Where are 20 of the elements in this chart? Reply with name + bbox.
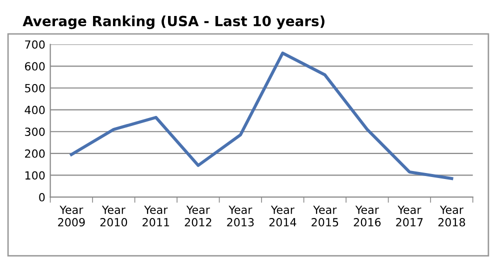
y-tick-label: 200 [25,149,45,158]
x-tick-label: Year 2017 [396,206,423,226]
x-tick-label: Year 2012 [184,206,212,226]
x-tick-label: Year 2018 [438,206,466,226]
y-tick-label: 100 [25,171,45,180]
y-tick-label: 600 [25,62,45,71]
x-tick-label: Year 2013 [227,206,254,226]
y-tick-label: 400 [24,106,45,114]
x-tick-label: Year 2015 [312,206,338,226]
y-tick-label: 300 [25,128,45,136]
chart-title: Average Ranking (USA - Last 10 years) [22,16,324,30]
line-series [70,52,454,180]
x-tick-label: Year 2011 [142,206,170,226]
y-tick-label: 700 [25,40,45,49]
x-tick-label: Year 2010 [100,206,128,226]
y-tick-label: 500 [25,84,45,92]
x-tick-label: Year 2016 [354,206,381,226]
x-tick-label: Year 2009 [58,206,85,226]
y-tick-label: 0 [39,193,45,202]
x-tick-label: Year 2014 [269,206,296,226]
